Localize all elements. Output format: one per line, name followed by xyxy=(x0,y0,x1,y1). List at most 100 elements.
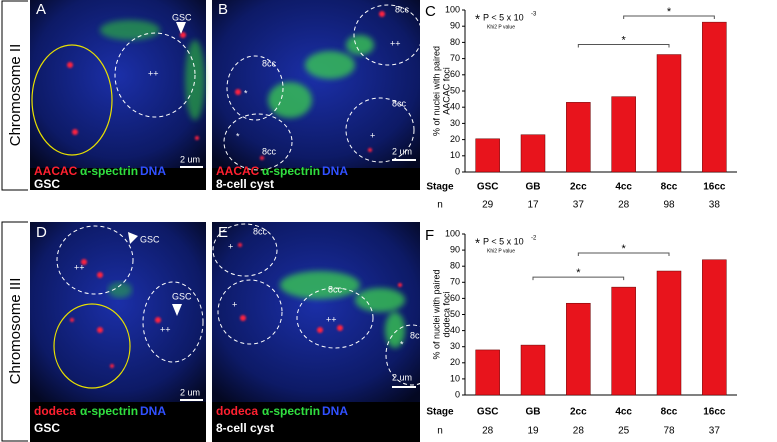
legend-exponent: -3 xyxy=(531,12,537,18)
bar xyxy=(566,102,591,173)
y-tick-label: 50 xyxy=(450,309,460,319)
image-label: 8cc xyxy=(395,4,410,14)
shape xyxy=(72,129,78,135)
image-label: GSC xyxy=(172,291,192,301)
n-value: 37 xyxy=(573,200,585,211)
significance-star: * xyxy=(576,267,581,279)
n-value: 37 xyxy=(709,426,721,437)
image-label: 8-cell cyst xyxy=(216,177,274,191)
image-label: DNA xyxy=(140,404,166,418)
n-value: 98 xyxy=(663,200,675,211)
y-tick-label: 0 xyxy=(455,166,460,176)
x-tick-label: 2cc xyxy=(570,182,587,193)
n-value: 28 xyxy=(618,200,630,211)
bar xyxy=(566,302,591,396)
image-label: + xyxy=(232,299,237,309)
image-label: + xyxy=(228,241,233,251)
image-label: * xyxy=(236,131,240,141)
image-label: 8cc xyxy=(392,98,407,108)
image-label: E xyxy=(218,224,228,241)
row-label: Chromosome III xyxy=(7,278,24,385)
panel-letter: C xyxy=(425,3,436,20)
legend-text: P < 5 x 10 xyxy=(483,236,524,246)
image-label: 8cc xyxy=(328,284,343,294)
micrograph: B 8cc ++ 8cc * * 8cc 8cc + 2 um AACAC α-… xyxy=(212,0,423,191)
shape xyxy=(67,62,73,68)
image-label: + xyxy=(370,130,375,140)
image-label: GSC xyxy=(172,12,192,22)
x-tick-label: 16cc xyxy=(703,407,726,418)
image-label: 8-cell cyst xyxy=(216,421,274,435)
significance-bracket xyxy=(577,44,670,48)
image-label: α-spectrin xyxy=(80,164,138,178)
n-value: 19 xyxy=(527,426,539,437)
y-tick-label: 30 xyxy=(450,118,460,128)
image-label: GSC xyxy=(140,234,160,244)
bar xyxy=(520,344,546,396)
shape xyxy=(268,35,374,118)
shape xyxy=(97,272,103,278)
y-tick-label: 60 xyxy=(450,69,460,79)
shape xyxy=(379,11,385,17)
shape xyxy=(31,44,113,156)
shape xyxy=(212,0,420,168)
shape xyxy=(235,89,241,95)
image-label: GSC xyxy=(34,177,60,191)
image-label: AACAC xyxy=(216,164,260,178)
bar xyxy=(611,286,636,396)
shape xyxy=(345,97,415,163)
stage-label: Stage xyxy=(426,182,454,193)
shape xyxy=(97,327,103,333)
significance-star: * xyxy=(622,34,627,46)
shape xyxy=(30,222,206,402)
n-value: 28 xyxy=(482,426,494,437)
y-axis-label: dodeca foci xyxy=(441,291,451,337)
y-axis-label: % of nuclei with paired xyxy=(431,46,441,136)
image-label: 2 um xyxy=(180,154,200,164)
x-tick-label: GSC xyxy=(477,407,499,418)
image-label: 2 um xyxy=(392,372,412,382)
row-box xyxy=(1,0,28,191)
shape xyxy=(70,259,161,368)
image-label: α-spectrin xyxy=(80,404,138,418)
significance-star: * xyxy=(622,243,627,255)
micrograph: D GSC ++ GSC ++ 2 um dodeca α-spectrin D… xyxy=(30,222,206,442)
y-tick-label: 70 xyxy=(450,277,460,287)
bar xyxy=(475,349,500,396)
shape xyxy=(398,283,402,287)
image-label: 8cc xyxy=(262,146,277,156)
shape xyxy=(238,243,242,247)
image-label: α-spectrin xyxy=(262,404,320,418)
image-label: * xyxy=(244,88,248,98)
bar xyxy=(520,134,546,173)
shape xyxy=(385,312,405,348)
micrograph: A GSC ++ 2 um AACAC α-spectrin DNA GSC xyxy=(30,0,206,191)
image-label: AACAC xyxy=(34,164,78,178)
image-label: DNA xyxy=(140,164,166,178)
image-label: DNA xyxy=(322,404,348,418)
micrograph: E 8cc + + 8cc ++ 8cc * 2 um dodeca α-spe… xyxy=(212,222,439,442)
image-label: * xyxy=(400,339,404,349)
bar xyxy=(611,96,636,173)
shape xyxy=(155,317,161,323)
x-tick-label: 8cc xyxy=(661,407,678,418)
significance-bracket xyxy=(623,15,715,19)
n-value: 78 xyxy=(663,426,675,437)
image-label: DNA xyxy=(322,164,348,178)
image-label: B xyxy=(218,1,228,18)
legend-symbol: * xyxy=(475,235,480,250)
image-label: α-spectrin xyxy=(262,164,320,178)
shape xyxy=(238,243,402,333)
x-tick-label: GB xyxy=(526,407,541,418)
shape xyxy=(128,232,138,244)
image-label: D xyxy=(36,224,47,241)
n-value: 38 xyxy=(709,200,721,211)
shape xyxy=(353,4,423,66)
x-tick-label: GSC xyxy=(477,182,499,193)
x-tick-label: 4cc xyxy=(615,182,632,193)
image-label: dodeca xyxy=(34,404,76,418)
shape xyxy=(355,288,405,312)
image-label: ++ xyxy=(160,324,171,334)
